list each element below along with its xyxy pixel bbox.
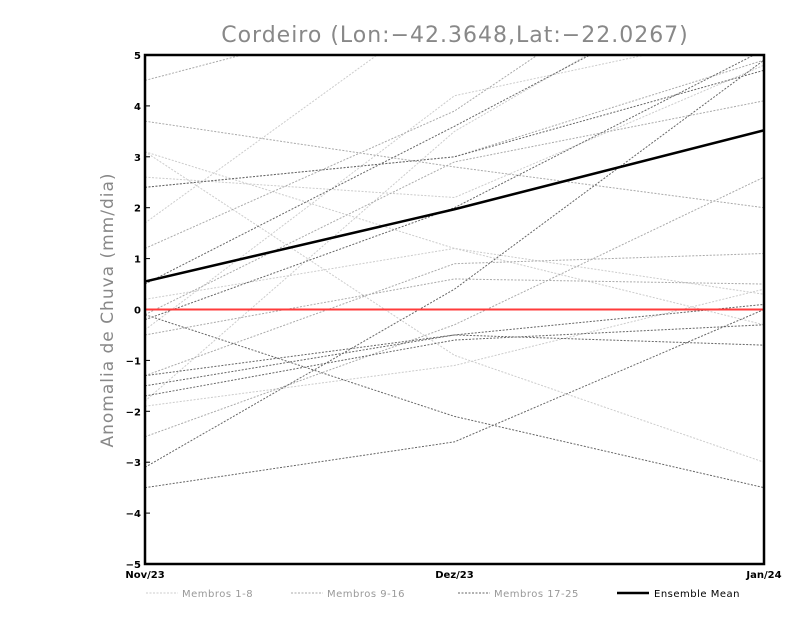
member-line-group1-2 <box>145 64 764 199</box>
y-tick-label: 4 <box>134 102 141 113</box>
member-line-group3-7 <box>145 55 756 321</box>
member-line-group1-8 <box>145 151 764 463</box>
y-tick-label: 3 <box>134 153 141 164</box>
member-line-group2-6 <box>145 176 764 438</box>
y-tick-label: −2 <box>126 407 141 418</box>
y-tick-label: −5 <box>126 560 141 571</box>
x-tick-label: Jan/24 <box>745 570 781 581</box>
x-tick-labels: Nov/23 Dez/23 Jan/24 <box>125 570 781 581</box>
y-tick-label: 0 <box>134 306 141 317</box>
member-line-group1-6 <box>145 247 764 300</box>
x-tick-label: Dez/23 <box>435 570 474 581</box>
member-line-group1-1 <box>145 151 764 326</box>
y-tick-labels: 5 4 3 2 1 0 −1 −2 −3 −4 −5 <box>126 51 141 571</box>
y-tick-label: 1 <box>134 255 141 266</box>
member-line-group1-3 <box>145 55 589 402</box>
plot-lines <box>145 55 764 489</box>
y-axis-label: Anomalia de Chuva (mm/dia) <box>98 172 118 447</box>
member-line-group3-8 <box>145 303 764 377</box>
y-tick-label: 2 <box>134 204 141 215</box>
x-tick-label: Nov/23 <box>125 570 164 581</box>
legend-label-membros-1-8: Membros 1-8 <box>182 589 253 600</box>
member-line-group1-5 <box>145 288 764 407</box>
member-line-group3-2 <box>145 314 764 489</box>
y-tick-label: 5 <box>134 51 141 62</box>
member-line-group3-6 <box>145 55 591 285</box>
y-tick-label: −4 <box>126 509 141 520</box>
member-line-group2-3 <box>145 278 764 336</box>
member-line-group1-4 <box>145 55 648 331</box>
y-tick-label: −3 <box>126 458 141 469</box>
member-line-group1-7 <box>145 55 378 224</box>
legend-label-membros-17-25: Membros 17-25 <box>494 589 579 600</box>
member-line-group2-5 <box>145 55 539 249</box>
chart-title: Cordeiro (Lon:−42.3648,Lat:−22.0267) <box>221 23 689 48</box>
member-line-group3-4 <box>145 324 764 397</box>
member-line-group3-1 <box>145 309 764 489</box>
legend: Membros 1-8 Membros 9-16 Membros 17-25 E… <box>146 589 740 600</box>
member-line-group3-9 <box>145 69 764 188</box>
legend-label-ensemble-mean: Ensemble Mean <box>654 589 740 600</box>
member-line-group2-2 <box>145 120 764 209</box>
member-line-group2-8 <box>145 59 764 188</box>
y-tick-label: −1 <box>126 356 141 367</box>
plot-frame <box>143 53 766 566</box>
member-line-group3-5 <box>145 59 764 468</box>
legend-label-membros-9-16: Membros 9-16 <box>327 589 405 600</box>
ensemble-mean-line <box>145 129 764 283</box>
member-line-group2-4 <box>145 253 764 377</box>
